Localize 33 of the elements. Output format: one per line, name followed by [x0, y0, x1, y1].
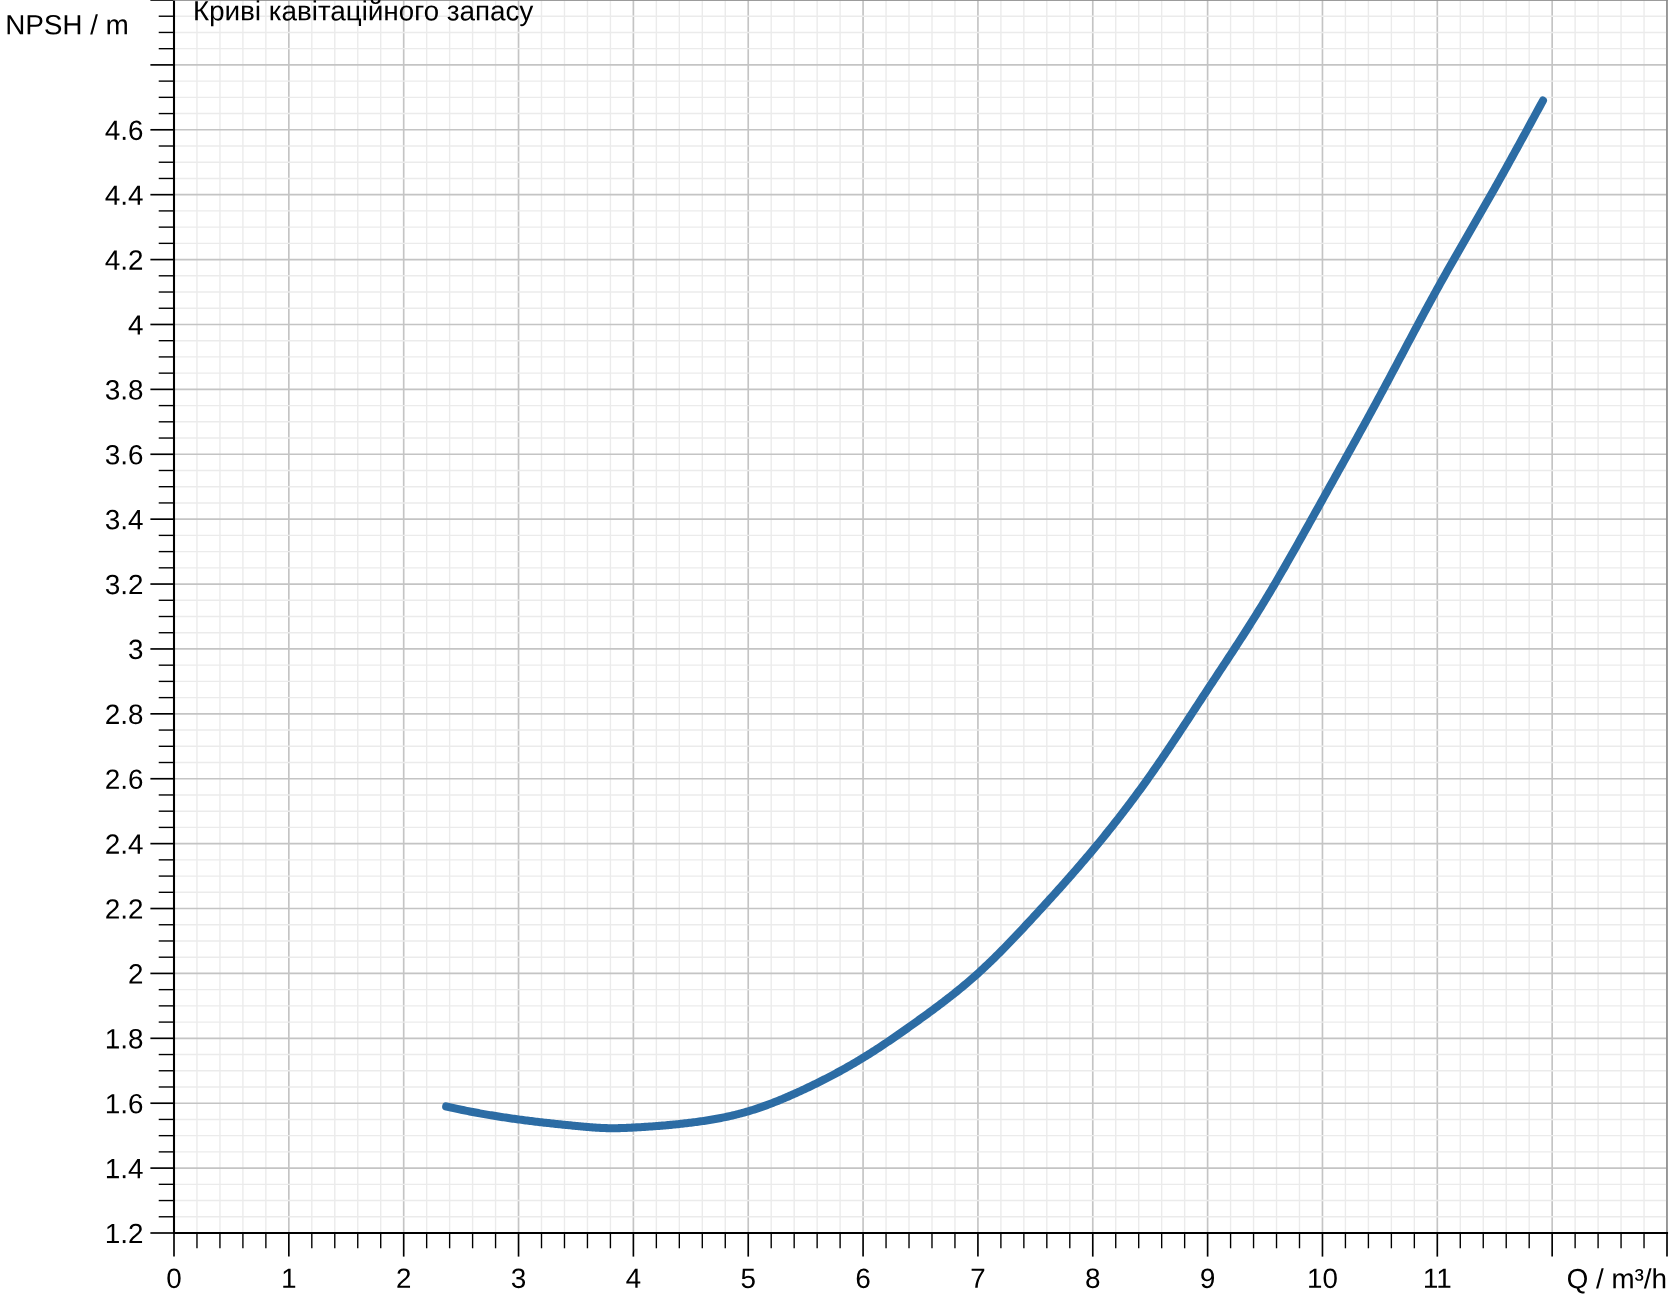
x-tick-label: 5 — [741, 1268, 755, 1289]
y-tick-label: 2.2 — [106, 899, 143, 919]
x-tick-label: 3 — [511, 1268, 526, 1289]
x-tick-label: 11 — [1425, 1268, 1451, 1288]
y-tick-label: 3.8 — [105, 380, 143, 400]
x-tick-label: 8 — [1086, 1268, 1100, 1289]
y-tick-label: 3.6 — [105, 444, 143, 465]
y-axis-title: NPSH / m — [7, 14, 127, 35]
y-tick-label: 2 — [129, 964, 143, 984]
x-tick-label: 1 — [283, 1268, 296, 1288]
y-tick-label: 1.2 — [106, 1223, 143, 1244]
x-tick-label: 6 — [856, 1268, 870, 1289]
y-tick-label: 4 — [128, 315, 143, 335]
x-tick-label: 9 — [1201, 1268, 1215, 1289]
y-tick-label: 3 — [129, 639, 143, 660]
y-tick-label: 2.8 — [106, 704, 143, 725]
y-tick-label: 1.8 — [106, 1028, 143, 1049]
y-tick-label: 4.2 — [105, 250, 143, 270]
x-tick-label: 4 — [626, 1268, 641, 1288]
y-tick-label: 1.4 — [106, 1159, 143, 1179]
y-tick-label: 3.4 — [105, 509, 143, 530]
x-tick-label: 7 — [971, 1268, 985, 1288]
x-axis-title: Q / m³/h — [1568, 1268, 1666, 1294]
y-tick-label: 4.4 — [105, 185, 143, 205]
chart-title: Криві кавітаційного запасу — [195, 0, 534, 27]
y-tick-label: 2.4 — [106, 834, 143, 854]
y-tick-label: 1.6 — [106, 1093, 143, 1114]
y-tick-label: 3.2 — [105, 574, 143, 595]
x-tick-label: 2 — [397, 1268, 411, 1288]
x-tick-label: 0 — [167, 1268, 181, 1289]
y-tick-label: 4.6 — [105, 120, 143, 141]
x-tick-label: 10 — [1309, 1268, 1337, 1289]
y-tick-label: 2.6 — [106, 769, 143, 790]
